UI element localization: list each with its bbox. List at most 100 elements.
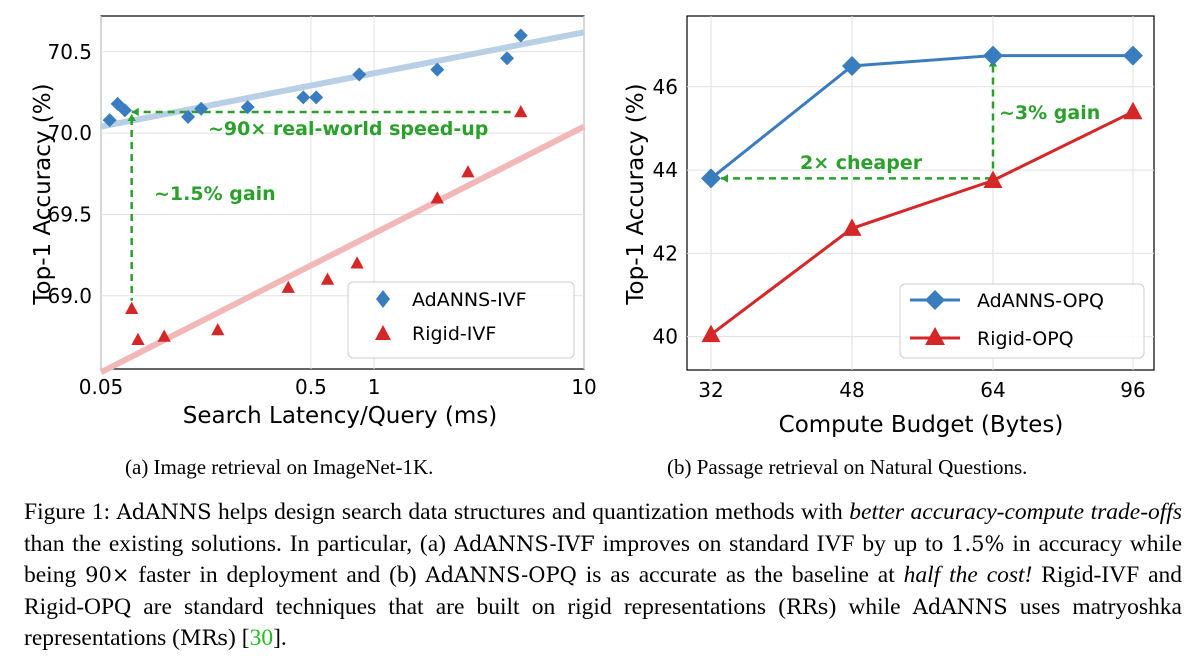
plot-a-annotation-arrows xyxy=(127,107,513,301)
caption-method-name: AdANNS xyxy=(116,500,212,524)
data-point-rigid-ivf xyxy=(125,301,139,315)
data-point-adanns-ivf xyxy=(117,103,132,118)
y-tick-label-a: 69.5 xyxy=(47,202,92,226)
data-point-adanns-ivf xyxy=(194,101,209,116)
y-tick-label-b: 42 xyxy=(653,241,678,265)
cheaper-arrow-head xyxy=(721,174,728,183)
caption-math: 1.5% xyxy=(951,531,1005,556)
x-tick-label-b: 96 xyxy=(1120,378,1145,402)
data-point-rigid-ivf xyxy=(430,191,444,204)
legend-a-item-adanns-ivf: AdANNS-IVF xyxy=(412,289,527,311)
gain-arrow-head xyxy=(127,113,136,121)
subcaption-b: (b) Passage retrieval on Natural Questio… xyxy=(667,455,1028,479)
figure-canvas: 69.0 69.5 70.0 70.5 0.05 0.5 1 10 ~90× real-wor… xyxy=(30,15,1155,438)
x-tick-label-b: 32 xyxy=(698,378,723,402)
data-point-rigid-opq xyxy=(1123,101,1143,120)
trend-line-rigid-ivf xyxy=(99,123,586,375)
caption-text: uses matryoshka representations ( xyxy=(24,593,1182,652)
x-axis-label-b: Compute Budget (Bytes) xyxy=(779,412,1064,438)
data-point-adanns-ivf xyxy=(309,90,324,105)
y-tick-label-a: 70.5 xyxy=(47,40,92,64)
panel-a-image-retrieval: 69.0 69.5 70.0 70.5 0.05 0.5 1 10 ~90× real-wor… xyxy=(30,15,597,429)
data-point-rigid-ivf xyxy=(461,165,475,178)
annotation-speedup: ~90× real-world speed-up xyxy=(208,118,488,140)
data-point-adanns-ivf xyxy=(296,90,311,105)
y-tick-label-b: 46 xyxy=(653,75,678,99)
legend-b-box xyxy=(899,283,1145,359)
legend-b-item-rigid-opq: Rigid-OPQ xyxy=(977,328,1074,350)
data-point-adanns-opq xyxy=(1123,45,1143,66)
caption-text: ) [ xyxy=(228,625,250,651)
data-point-adanns-opq xyxy=(983,45,1003,66)
caption-math: 90× xyxy=(85,563,130,587)
y-axis-label-b: Top-1 Accuracy (%) xyxy=(623,83,649,305)
x-tick-label-a: 0.05 xyxy=(79,375,124,399)
data-point-rigid-opq xyxy=(983,170,1003,189)
data-point-rigid-opq xyxy=(701,324,721,343)
subcaption-a: (a) Image retrieval on ImageNet-1K. xyxy=(125,455,434,479)
series-line-rigid-opq xyxy=(710,110,1134,336)
data-point-rigid-ivf xyxy=(211,322,225,336)
annotation-cheaper: 2× cheaper xyxy=(800,152,923,174)
plot-a-markers xyxy=(102,28,528,345)
caption-label: Figure 1: xyxy=(24,499,117,525)
speedup-arrow-head xyxy=(131,107,139,117)
caption-text: improves on standard IVF by up to xyxy=(594,530,952,557)
caption-text: ) while xyxy=(828,593,913,620)
x-axis-label-a: Search Latency/Query (ms) xyxy=(183,403,498,429)
caption-text: is as accurate as the baseline at xyxy=(576,562,904,588)
caption-text: helps design search data structures and … xyxy=(211,499,850,525)
y-axis-label-a: Top-1 Accuracy (%) xyxy=(30,83,56,305)
caption-text: than the existing solutions. In particul… xyxy=(24,530,454,557)
x-tick-label-b: 48 xyxy=(839,378,864,402)
data-point-adanns-ivf xyxy=(181,109,196,124)
y-tick-label-a: 69.0 xyxy=(47,284,92,308)
citation-link[interactable]: 30 xyxy=(249,625,274,651)
x-tick-label-a: 0.5 xyxy=(295,375,327,399)
legend-diamond-icon xyxy=(376,290,390,308)
x-tick-label-a: 1 xyxy=(368,375,381,399)
data-point-adanns-ivf xyxy=(102,113,117,128)
data-point-adanns-opq xyxy=(701,168,721,189)
legend-triangle-icon xyxy=(925,327,945,345)
caption-text: ]. xyxy=(273,625,287,651)
plot-b-grid xyxy=(687,16,1154,370)
y-tick-label-b: 44 xyxy=(653,158,678,182)
panel-b-passage-retrieval: 40 42 44 46 32 48 64 96 2× cheaper ~3% gain Com… xyxy=(623,15,1155,438)
plot-a-tick-labels: 69.0 69.5 70.0 70.5 0.05 0.5 1 10 xyxy=(47,40,596,399)
data-point-rigid-ivf xyxy=(131,332,145,345)
caption-text: Rigid-IVF and Rigid-OPQ are standard tec… xyxy=(24,562,1182,620)
data-point-adanns-ivf xyxy=(240,100,255,115)
legend-diamond-icon xyxy=(925,290,945,310)
data-point-rigid-ivf xyxy=(350,256,364,269)
y-tick-label-a: 70.0 xyxy=(47,121,92,145)
y-tick-label-b: 40 xyxy=(653,325,678,349)
annotation-gain-a: ~1.5% gain xyxy=(154,183,276,205)
data-point-adanns-ivf xyxy=(513,28,528,43)
legend-b: AdANNS-OPQ Rigid-OPQ xyxy=(899,283,1145,359)
plot-b-markers xyxy=(701,45,1143,343)
data-point-adanns-ivf xyxy=(500,51,515,66)
caption-method-name: AdANNS xyxy=(912,594,1008,619)
plot-b-tick-labels: 40 42 44 46 32 48 64 96 xyxy=(653,75,1146,402)
legend-b-item-adanns-opq: AdANNS-OPQ xyxy=(977,290,1104,312)
data-point-rigid-ivf xyxy=(281,280,295,293)
plot-b-series-lines xyxy=(710,54,1134,336)
data-point-rigid-ivf xyxy=(320,272,335,285)
series-line-adanns-opq xyxy=(710,54,1133,180)
figure-caption: Figure 1: AdANNS helps design search dat… xyxy=(24,497,1182,655)
caption-emphasis: half the cost! xyxy=(903,562,1033,588)
caption-emphasis: better accuracy-compute trade-offs xyxy=(849,499,1182,525)
caption-text: faster in deployment and (b) xyxy=(129,562,426,588)
data-point-rigid-ivf xyxy=(514,104,528,118)
data-point-rigid-opq xyxy=(842,218,862,236)
legend-triangle-icon xyxy=(375,325,391,340)
caption-method-name: AdANNS-OPQ xyxy=(425,563,577,587)
x-tick-label-b: 64 xyxy=(980,378,1005,402)
legend-a-box xyxy=(347,281,575,359)
caption-method-name: AdANNS-IVF xyxy=(453,531,595,556)
caption-math: MRs xyxy=(179,626,229,650)
data-point-adanns-ivf xyxy=(430,62,445,77)
caption-math: RRs xyxy=(786,594,829,619)
data-point-rigid-ivf xyxy=(157,329,171,342)
